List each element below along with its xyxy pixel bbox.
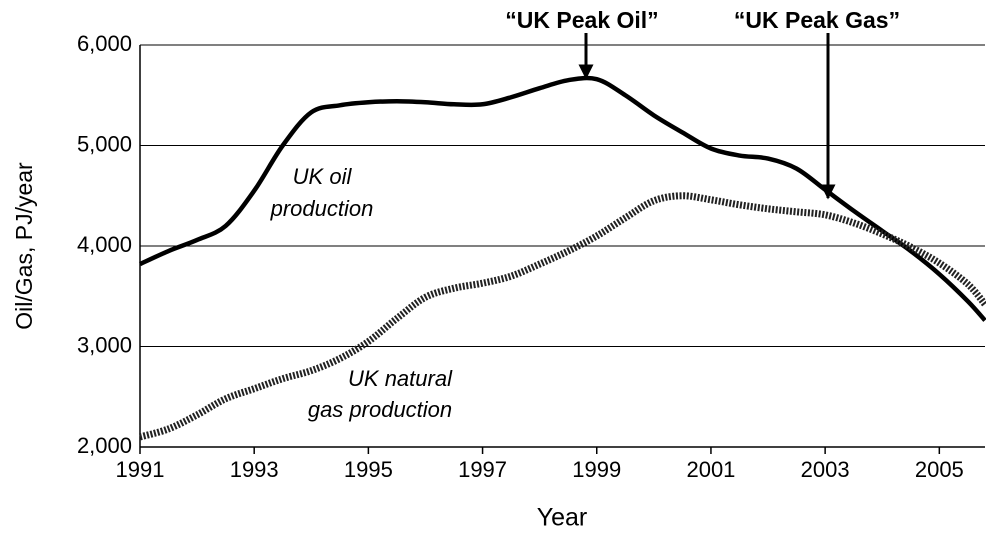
series-line	[139, 75, 986, 322]
x-tick-label: 1995	[344, 457, 393, 482]
x-tick-label: 2003	[801, 457, 850, 482]
y-tick-label: 3,000	[77, 332, 132, 357]
y-tick-label: 6,000	[77, 31, 132, 56]
annotation: UK oil	[293, 164, 353, 189]
x-tick-label: 1993	[230, 457, 279, 482]
x-tick-label: 1999	[572, 457, 621, 482]
x-tick-label: 2001	[686, 457, 735, 482]
y-tick-label: 2,000	[77, 433, 132, 458]
x-tick-label: 1997	[458, 457, 507, 482]
series-line	[139, 192, 986, 441]
annotation: “UK Peak Gas”	[734, 7, 900, 33]
x-tick-label: 1991	[116, 457, 165, 482]
x-axis-label: Year	[537, 504, 588, 532]
annotation: UK natural	[348, 366, 453, 391]
y-axis-label: Oil/Gas, PJ/year	[11, 162, 37, 330]
annotation: gas production	[308, 397, 452, 422]
y-tick-label: 5,000	[77, 131, 132, 156]
annotation: “UK Peak Oil”	[505, 7, 658, 33]
annotation: production	[270, 196, 374, 221]
x-tick-label: 2005	[915, 457, 964, 482]
y-tick-label: 4,000	[77, 232, 132, 257]
